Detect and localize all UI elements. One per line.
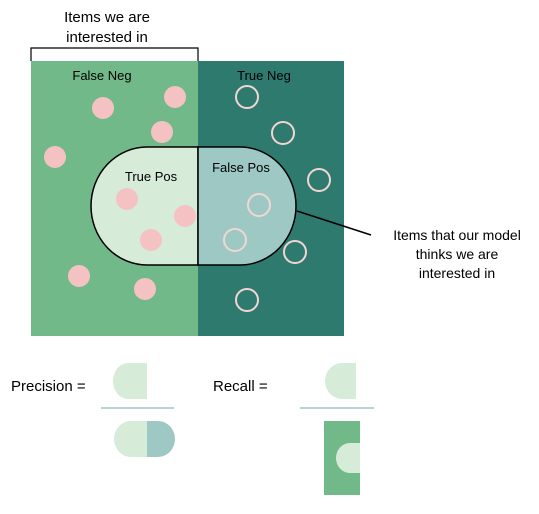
- precision-label: Precision =: [11, 378, 86, 395]
- false-neg-dot: [92, 97, 114, 119]
- header-line-2: interested in: [66, 29, 148, 46]
- true-neg-ring: [235, 288, 259, 312]
- false-neg-dot: [134, 278, 156, 300]
- false-pos-label: False Pos: [212, 160, 270, 175]
- true-neg-ring: [283, 240, 307, 264]
- true-pos-dot: [116, 188, 138, 210]
- true-neg-ring: [307, 168, 331, 192]
- callout-line: [296, 210, 372, 236]
- callout-line-1: Items that our model: [393, 227, 521, 243]
- recall-numerator-shape: [325, 363, 356, 399]
- false-neg-dot: [164, 86, 186, 108]
- true-neg-ring: [235, 85, 259, 109]
- false-neg-dot: [151, 121, 173, 143]
- true-pos-label: True Pos: [125, 169, 178, 184]
- header-bracket: [30, 47, 199, 61]
- false-neg-dot: [68, 265, 90, 287]
- recall-denominator-shape: [336, 443, 360, 473]
- callout-line-3: interested in: [419, 265, 495, 281]
- false-pos-ring: [223, 228, 247, 252]
- false-neg-dot: [44, 146, 66, 168]
- true-pos-dot: [174, 205, 196, 227]
- precision-numerator-shape: [113, 363, 147, 399]
- precision-denominator-right: [147, 421, 175, 457]
- true-neg-ring: [271, 121, 295, 145]
- header-line-1: Items we are: [64, 9, 150, 26]
- true-pos-region: [90, 146, 199, 266]
- true-neg-label: True Neg: [237, 68, 291, 83]
- false-neg-label: False Neg: [72, 68, 131, 83]
- callout-line-2: thinks we are: [416, 246, 499, 262]
- false-pos-region: [197, 146, 297, 266]
- recall-label: Recall =: [213, 378, 268, 395]
- true-pos-dot: [140, 229, 162, 251]
- precision-denominator-left: [114, 421, 147, 457]
- false-pos-ring: [247, 193, 271, 217]
